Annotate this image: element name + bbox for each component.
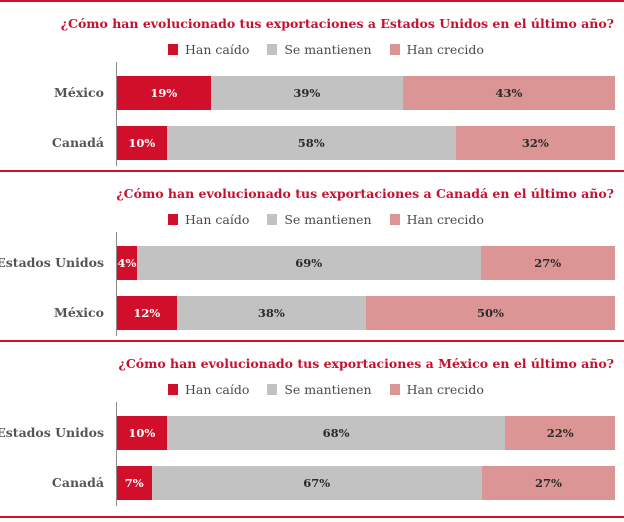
- legend-item-fallen: Han caído: [168, 382, 249, 397]
- category-label: Estados Unidos: [0, 255, 104, 270]
- bar-segment-fallen: 10%: [117, 126, 167, 160]
- bar-segment-fallen: 10%: [117, 416, 167, 450]
- bar-segment-grown: 32%: [455, 126, 615, 160]
- legend-item-fallen: Han caído: [168, 212, 249, 227]
- category-axis: [116, 232, 117, 336]
- chart-title: ¿Cómo han evolucionado tus exportaciones…: [60, 16, 614, 31]
- bar-segment-grown: 50%: [365, 296, 615, 330]
- data-label: 12%: [133, 306, 161, 320]
- bar-segment-grown: 22%: [505, 416, 615, 450]
- data-label: 69%: [295, 256, 323, 270]
- legend-label: Se mantienen: [284, 212, 372, 227]
- bar-segment-same: 67%: [151, 466, 482, 500]
- category-label: México: [54, 305, 104, 320]
- chart-title: ¿Cómo han evolucionado tus exportaciones…: [118, 356, 615, 371]
- category-axis: [116, 402, 117, 506]
- category-label: Canadá: [51, 135, 104, 150]
- stacked-bar-row: 12% 38% 50%: [117, 296, 615, 330]
- legend: Han caído Se mantienen Han crecido: [168, 382, 484, 397]
- legend-label: Han crecido: [406, 382, 484, 397]
- legend-item-grown: Han crecido: [389, 212, 484, 227]
- bar-segment-fallen: 12%: [117, 296, 177, 330]
- bar-segment-fallen: 7%: [117, 466, 152, 500]
- chart-title: ¿Cómo han evolucionado tus exportaciones…: [116, 186, 614, 201]
- legend-label: Se mantienen: [284, 42, 372, 57]
- bar-segment-grown: 27%: [481, 466, 615, 500]
- panel-rule: [0, 340, 624, 342]
- data-label: 58%: [297, 136, 325, 150]
- legend-item-same: Se mantienen: [267, 382, 372, 397]
- legend-item-fallen: Han caído: [168, 42, 249, 57]
- data-label: 10%: [128, 136, 156, 150]
- category-label: México: [54, 85, 104, 100]
- data-label: 39%: [293, 86, 321, 100]
- bottom-rule: [0, 516, 624, 518]
- category-label: Canadá: [51, 475, 104, 490]
- data-label: 67%: [303, 476, 331, 490]
- legend-item-same: Se mantienen: [267, 42, 372, 57]
- legend-swatch-grown: [389, 214, 400, 225]
- legend-swatch-same: [267, 44, 278, 55]
- legend: Han caído Se mantienen Han crecido: [168, 42, 484, 57]
- legend-label: Se mantienen: [284, 382, 372, 397]
- bar-segment-grown: 43%: [402, 76, 615, 110]
- panel-rule: [0, 0, 624, 2]
- stacked-bar-row: 10% 68% 22%: [117, 416, 615, 450]
- chart-panel-3: ¿Cómo han evolucionado tus exportaciones…: [0, 340, 624, 510]
- data-label: 4%: [117, 256, 137, 270]
- stacked-bar-row: 4% 69% 27%: [117, 246, 615, 280]
- data-label: 32%: [521, 136, 549, 150]
- bar-segment-same: 39%: [210, 76, 403, 110]
- legend-item-grown: Han crecido: [389, 382, 484, 397]
- data-label: 27%: [534, 476, 562, 490]
- chart-panel-1: ¿Cómo han evolucionado tus exportaciones…: [0, 0, 624, 170]
- data-label: 7%: [124, 476, 144, 490]
- data-label: 10%: [128, 426, 156, 440]
- legend-swatch-grown: [389, 384, 400, 395]
- category-label: Estados Unidos: [0, 425, 104, 440]
- legend-label: Han caído: [185, 42, 250, 57]
- legend-item-grown: Han crecido: [389, 42, 484, 57]
- legend-swatch-fallen: [168, 384, 178, 395]
- legend-label: Han caído: [185, 212, 250, 227]
- legend-swatch-same: [267, 214, 278, 225]
- stacked-bar-row: 10% 58% 32%: [117, 126, 615, 160]
- panel-rule: [0, 170, 624, 172]
- bar-segment-same: 69%: [136, 246, 481, 280]
- chart-panel-2: ¿Cómo han evolucionado tus exportaciones…: [0, 170, 624, 340]
- data-label: 38%: [257, 306, 285, 320]
- bar-segment-same: 68%: [166, 416, 506, 450]
- legend-swatch-fallen: [168, 44, 178, 55]
- legend-label: Han crecido: [406, 42, 484, 57]
- category-axis: [116, 62, 117, 166]
- bar-segment-same: 58%: [166, 126, 456, 160]
- data-label: 19%: [150, 86, 178, 100]
- data-label: 50%: [477, 306, 504, 320]
- bar-segment-fallen: 4%: [117, 246, 137, 280]
- legend-label: Han caído: [185, 382, 250, 397]
- data-label: 22%: [546, 426, 574, 440]
- data-label: 27%: [534, 256, 562, 270]
- stacked-bar-row: 7% 67% 27%: [117, 466, 615, 500]
- stacked-bar-row: 19% 39% 43%: [117, 76, 615, 110]
- legend-label: Han crecido: [406, 212, 484, 227]
- legend-swatch-grown: [389, 44, 400, 55]
- bar-segment-grown: 27%: [480, 246, 615, 280]
- bar-segment-same: 38%: [176, 296, 366, 330]
- legend-swatch-fallen: [168, 214, 178, 225]
- data-label: 68%: [322, 426, 350, 440]
- legend-item-same: Se mantienen: [267, 212, 372, 227]
- legend-swatch-same: [267, 384, 278, 395]
- data-label: 43%: [495, 86, 523, 100]
- legend: Han caído Se mantienen Han crecido: [168, 212, 484, 227]
- bar-segment-fallen: 19%: [117, 76, 211, 110]
